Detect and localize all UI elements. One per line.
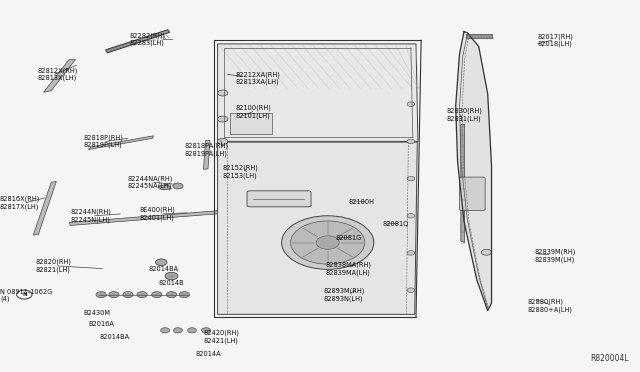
Text: 8E400(RH)
82401(LH): 8E400(RH) 82401(LH) (140, 207, 175, 221)
Circle shape (137, 292, 147, 298)
Text: 82880(RH)
82880+A(LH): 82880(RH) 82880+A(LH) (528, 299, 573, 313)
Circle shape (17, 290, 32, 299)
Text: 82812X(RH)
82813X(LH): 82812X(RH) 82813X(LH) (37, 67, 77, 81)
Text: N: N (22, 292, 27, 297)
Polygon shape (106, 30, 170, 53)
Text: 82893M(RH)
82893N(LH): 82893M(RH) 82893N(LH) (323, 288, 365, 302)
FancyBboxPatch shape (247, 191, 311, 207)
Text: 82014BA: 82014BA (99, 334, 129, 340)
Polygon shape (204, 141, 210, 169)
Text: 82244NA(RH)
82245NA(LH): 82244NA(RH) 82245NA(LH) (128, 175, 173, 189)
Polygon shape (88, 136, 154, 150)
Text: 82014B: 82014B (159, 280, 184, 286)
Polygon shape (218, 142, 417, 314)
Text: 82244N(RH)
82245N(LH): 82244N(RH) 82245N(LH) (70, 209, 111, 223)
Circle shape (218, 138, 228, 144)
Polygon shape (461, 125, 465, 243)
Circle shape (481, 249, 492, 255)
Circle shape (161, 328, 170, 333)
Polygon shape (456, 32, 492, 311)
Text: 82212XA(RH)
82813XA(LH): 82212XA(RH) 82813XA(LH) (236, 71, 280, 85)
Text: 82100H: 82100H (349, 199, 375, 205)
Text: 82830(RH)
82831(LH): 82830(RH) 82831(LH) (447, 108, 483, 122)
Polygon shape (33, 182, 56, 235)
Text: N 08911-1062G
(4): N 08911-1062G (4) (0, 289, 52, 302)
Circle shape (407, 102, 415, 106)
Circle shape (173, 183, 183, 189)
Circle shape (123, 292, 133, 298)
Text: 82838MA(RH)
82839MA(LH): 82838MA(RH) 82839MA(LH) (325, 262, 371, 276)
Circle shape (109, 292, 119, 298)
Text: 82818PA(RH)
82819PA(LH): 82818PA(RH) 82819PA(LH) (184, 142, 228, 157)
Circle shape (218, 116, 228, 122)
Circle shape (407, 214, 415, 218)
Text: 82081G: 82081G (336, 235, 362, 241)
Circle shape (173, 328, 182, 333)
Polygon shape (218, 44, 418, 141)
Text: 82081Q: 82081Q (383, 221, 409, 227)
Text: 82282(RH)
82283(LH): 82282(RH) 82283(LH) (129, 32, 165, 46)
Text: B2016A: B2016A (88, 321, 114, 327)
FancyBboxPatch shape (460, 177, 485, 211)
Circle shape (179, 292, 189, 298)
Text: 82818P(RH)
82819P(LH): 82818P(RH) 82819P(LH) (83, 134, 123, 148)
Circle shape (282, 216, 374, 269)
Circle shape (202, 328, 211, 333)
Circle shape (407, 139, 415, 144)
Polygon shape (69, 208, 250, 225)
Circle shape (407, 251, 415, 255)
Text: 82820(RH)
82821(LH): 82820(RH) 82821(LH) (35, 259, 71, 273)
Circle shape (407, 288, 415, 292)
Text: R820004L: R820004L (590, 354, 628, 363)
Circle shape (96, 292, 106, 298)
Text: 82420(RH)
82421(LH): 82420(RH) 82421(LH) (204, 330, 239, 344)
Polygon shape (159, 184, 172, 190)
Text: 82017(RH)
82018(LH): 82017(RH) 82018(LH) (538, 33, 573, 47)
Circle shape (165, 272, 178, 280)
Circle shape (156, 259, 167, 266)
FancyBboxPatch shape (230, 113, 272, 134)
Text: 82014BA: 82014BA (148, 266, 179, 272)
Text: 82152(RH)
82153(LH): 82152(RH) 82153(LH) (223, 165, 259, 179)
Circle shape (188, 328, 196, 333)
Circle shape (291, 221, 365, 264)
Circle shape (166, 292, 177, 298)
Text: B2430M: B2430M (83, 310, 110, 316)
Text: 82014A: 82014A (195, 351, 221, 357)
Text: 82100(RH)
82101(LH): 82100(RH) 82101(LH) (236, 105, 271, 119)
Circle shape (407, 176, 415, 181)
Text: 82816X(RH)
82817X(LH): 82816X(RH) 82817X(LH) (0, 196, 40, 210)
Text: 82839M(RH)
82839M(LH): 82839M(RH) 82839M(LH) (534, 249, 576, 263)
Circle shape (218, 90, 228, 96)
Polygon shape (466, 34, 492, 38)
Circle shape (316, 236, 339, 249)
Circle shape (152, 292, 162, 298)
Polygon shape (44, 60, 76, 92)
